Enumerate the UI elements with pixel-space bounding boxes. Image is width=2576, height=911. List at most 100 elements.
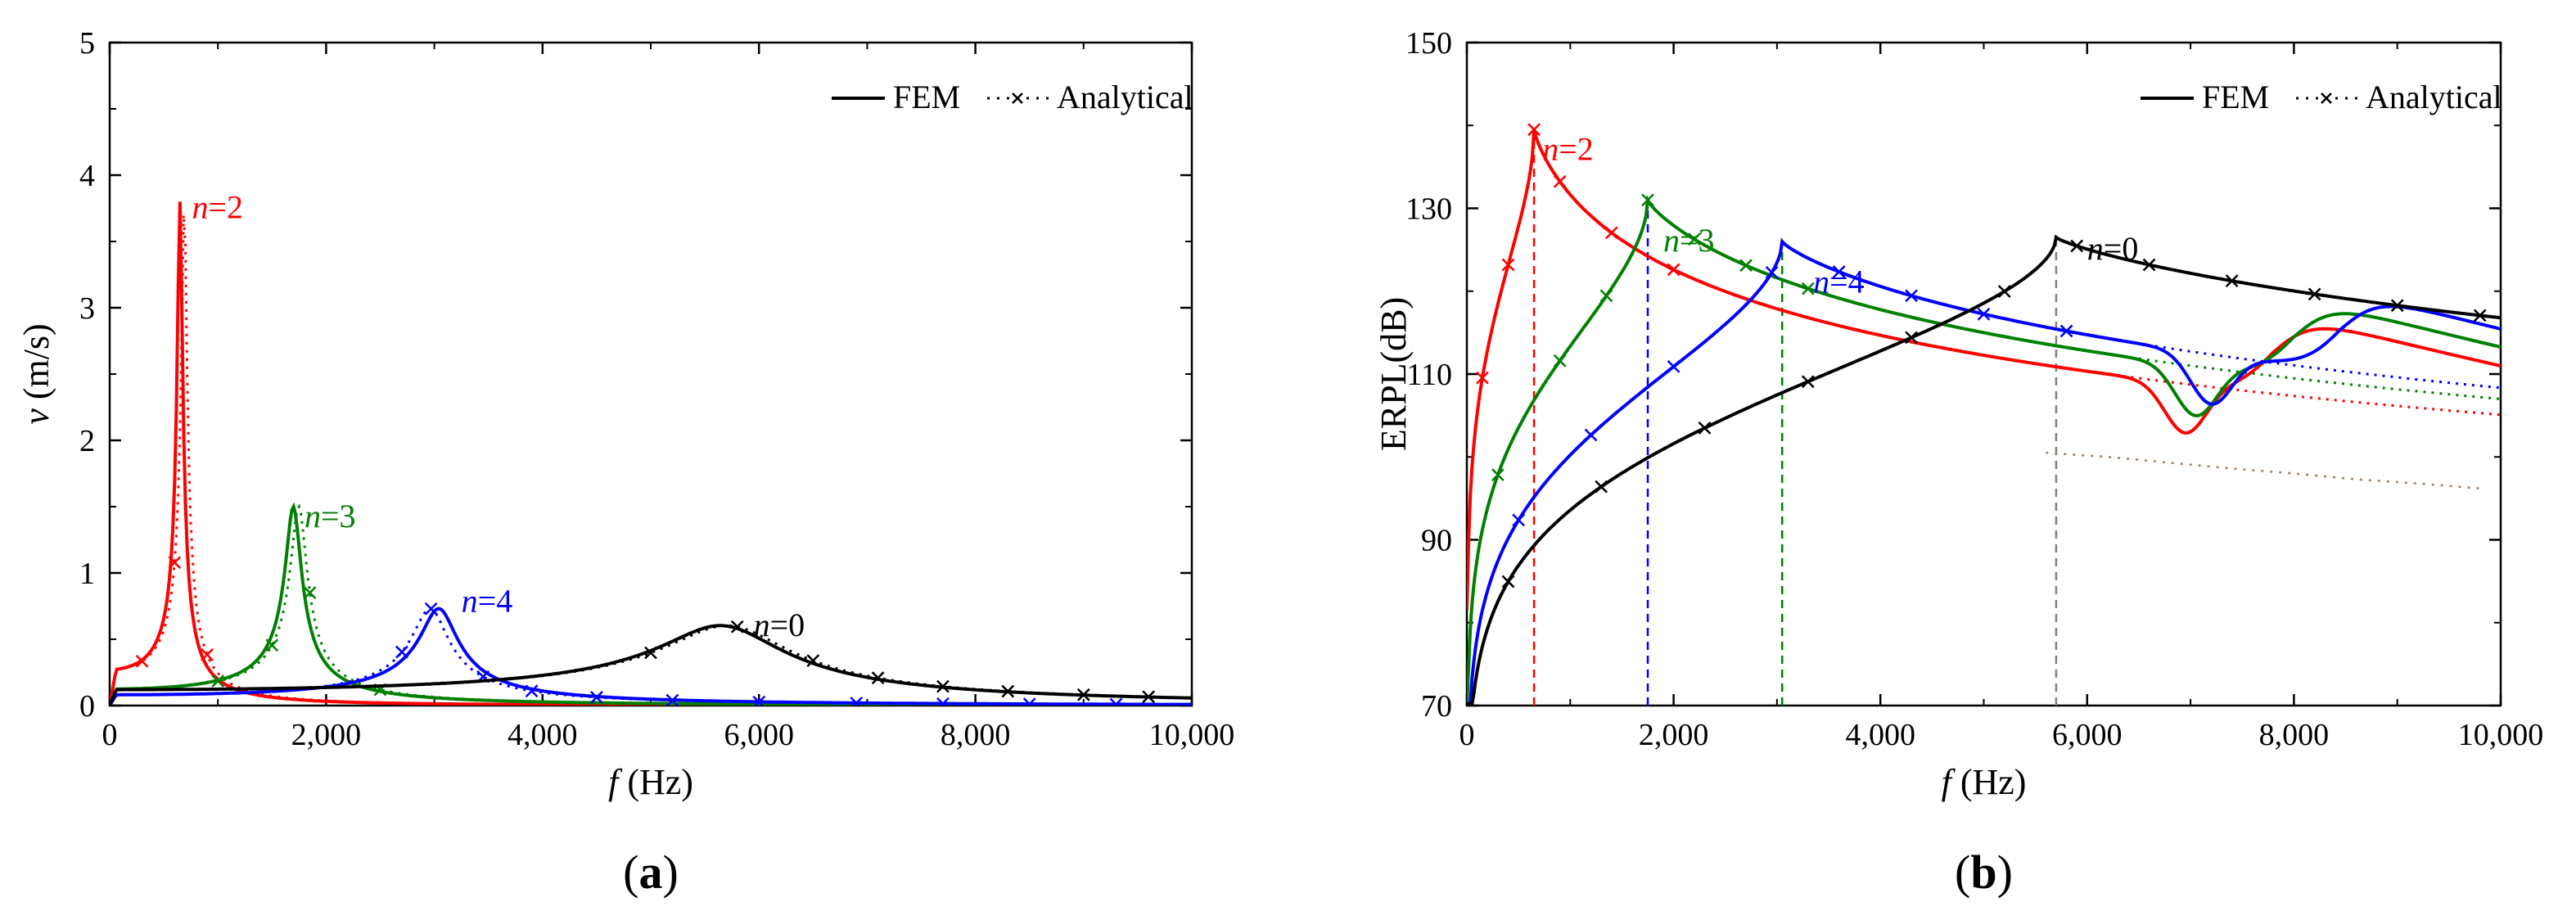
analytical-marker [850, 697, 864, 706]
marker-stroke [1905, 289, 1918, 303]
marker-stroke [2059, 324, 2073, 338]
x-tick-label: 6,000 [2052, 718, 2123, 752]
series-label-n=4: n=4 [1813, 264, 1865, 300]
analytical-marker [1641, 193, 1654, 207]
analytical-line-n=0 [1467, 235, 2501, 706]
panel-label-open: ( [623, 846, 638, 899]
series-label-n=4: n=4 [462, 583, 513, 620]
marker-stroke [1739, 259, 1753, 273]
y-tick-label: 4 [79, 159, 95, 193]
fem-line-n=0 [110, 624, 1192, 706]
series-label-value: =2 [1559, 131, 1594, 168]
analytical-marker [1687, 232, 1701, 246]
analytical-marker [1801, 375, 1815, 389]
legend-marker-stroke [1012, 92, 1023, 104]
analytical-marker [1527, 123, 1541, 137]
series-label-n=0: n=0 [754, 607, 805, 643]
x-axis-label-unit: (Hz) [1951, 762, 2027, 802]
analytical-marker [1501, 258, 1515, 272]
marker-stroke [2390, 299, 2404, 313]
y-axis-label-unit: ERPL(dB) [1374, 297, 1414, 451]
marker-stroke [665, 693, 679, 706]
x-tick-label: 4,000 [1845, 718, 1915, 752]
marker-stroke [395, 645, 408, 659]
marker-stroke [871, 671, 885, 685]
marker-stroke [1687, 232, 1701, 246]
analytical-marker [424, 602, 438, 616]
marker-stroke [1977, 307, 1991, 321]
legend-marker-stroke [2321, 92, 2332, 104]
analytical-marker [201, 647, 214, 661]
analytical-marker [590, 691, 603, 704]
marker-stroke [168, 556, 182, 570]
marker-stroke [754, 695, 766, 706]
analytical-marker [1512, 513, 1526, 527]
marker-stroke [1142, 690, 1156, 704]
analytical-marker [1553, 354, 1567, 368]
analytical-marker [395, 645, 408, 659]
analytical-marker [936, 679, 950, 693]
marker-stroke [1553, 174, 1567, 188]
analytical-marker [1001, 684, 1015, 698]
analytical-marker [1667, 360, 1680, 373]
marker-stroke [936, 679, 950, 693]
legend-fem-label: FEM [893, 79, 960, 115]
marker-stroke [2070, 239, 2084, 253]
marker-stroke [1527, 123, 1541, 137]
series-label-var: n [754, 607, 770, 643]
x-tick-label: 8,000 [941, 718, 1011, 752]
x-tick-label: 4,000 [508, 718, 578, 752]
marker-stroke [1832, 265, 1846, 278]
panel-label-open: ( [1955, 846, 1970, 899]
marker-stroke [303, 586, 317, 600]
marker-stroke [1553, 354, 1567, 368]
analytical-marker [1595, 480, 1608, 494]
analytical-marker [2473, 309, 2487, 322]
marker-stroke [1595, 480, 1608, 494]
marker-stroke [644, 646, 657, 660]
x-axis-label: f (Hz) [1942, 762, 2027, 802]
y-tick-label: 90 [1421, 524, 1452, 558]
marker-stroke [852, 697, 864, 706]
marker-stroke [939, 697, 950, 706]
x-tick-label: 2,000 [291, 718, 362, 752]
analytical-marker [168, 556, 182, 570]
analytical-marker [303, 586, 317, 600]
fem-line-n=0 [1467, 234, 2501, 706]
y-axis-label-unit: (m/s) [16, 323, 56, 408]
series-label-value: =4 [478, 583, 513, 620]
marker-stroke [1491, 468, 1505, 482]
fem-line-n=2 [1467, 129, 2501, 611]
analytical-line-n=3 [110, 503, 1192, 706]
analytical-marker [211, 674, 225, 688]
panel-label-close: ) [663, 846, 679, 899]
marker-stroke [1997, 285, 2011, 298]
panel-label-letter: a [639, 846, 663, 899]
series-label-var: n [1663, 222, 1680, 259]
analytical-marker [936, 697, 950, 706]
marker-stroke [1604, 226, 1618, 240]
marker-stroke [1512, 513, 1526, 527]
y-tick-label: 130 [1405, 192, 1452, 227]
legend: FEM Analytical [2141, 79, 2502, 115]
marker-stroke [424, 602, 438, 616]
analytical-marker [752, 695, 766, 706]
analytical-marker [1997, 285, 2011, 298]
plot-frame [108, 41, 1193, 707]
series-label-value: =0 [2104, 230, 2139, 267]
panel-label-letter: b [1970, 846, 1996, 899]
series-label-value: =3 [321, 498, 356, 534]
analytical-marker [1142, 690, 1156, 704]
y-tick-label: 5 [79, 26, 95, 61]
legend-analytical-label: Analytical [1057, 79, 1193, 115]
series-label-n=3: n=3 [1663, 222, 1715, 259]
analytical-marker [1905, 289, 1918, 303]
marker-stroke [590, 691, 603, 704]
series-label-n=3: n=3 [305, 498, 356, 534]
y-tick-label: 110 [1406, 358, 1452, 392]
analytical-marker [1076, 688, 1090, 701]
series-label-var: n [1813, 264, 1829, 300]
series-label-var: n [305, 498, 321, 534]
marker-stroke [1667, 360, 1680, 373]
analytical-marker [1599, 289, 1613, 303]
